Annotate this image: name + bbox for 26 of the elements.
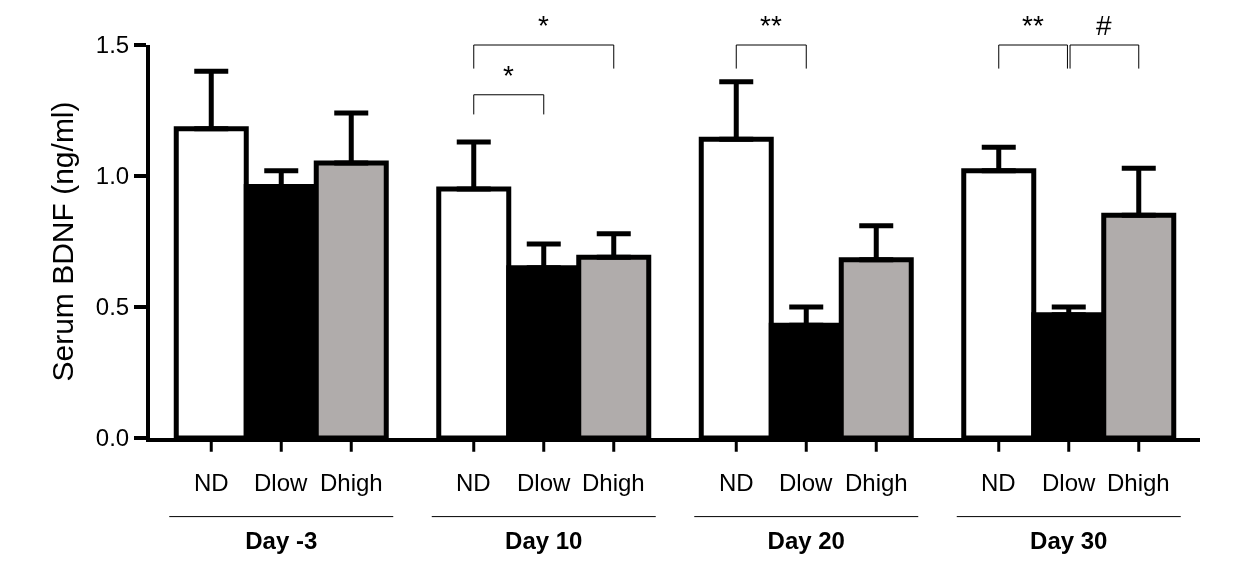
legend-label: Dlow bbox=[254, 469, 309, 496]
y-tick-label: 1.5 bbox=[95, 31, 130, 59]
text: Dlow bbox=[1042, 469, 1096, 496]
annotation: * bbox=[503, 60, 514, 91]
text: ND bbox=[981, 469, 1016, 496]
text: ND bbox=[719, 469, 754, 496]
x-tick-label: Day 10 bbox=[505, 526, 583, 554]
text: # bbox=[1096, 10, 1112, 41]
text: Dhigh bbox=[582, 469, 645, 496]
x-tick-label: Day 30 bbox=[1030, 526, 1108, 554]
y-tick-label: 0.5 bbox=[95, 293, 130, 321]
legend-label: ND bbox=[194, 469, 229, 496]
text: ND bbox=[456, 469, 491, 496]
y-tick-label: 0.0 bbox=[95, 424, 130, 452]
text: ** bbox=[760, 10, 782, 41]
text: * bbox=[538, 10, 549, 41]
y-axis-title: Serum BDNF (ng/ml) bbox=[46, 101, 80, 382]
y-tick-label: 1.0 bbox=[95, 162, 130, 190]
x-tick-label: Day -3 bbox=[245, 526, 318, 554]
text: ** bbox=[1022, 10, 1044, 41]
text: Dhigh bbox=[1107, 469, 1170, 496]
legend-label: Dhigh bbox=[320, 469, 383, 496]
text: Dhigh bbox=[845, 469, 908, 496]
x-tick-label: Day 20 bbox=[767, 526, 845, 554]
text: Dlow bbox=[779, 469, 833, 496]
text: Dlow bbox=[517, 469, 571, 496]
